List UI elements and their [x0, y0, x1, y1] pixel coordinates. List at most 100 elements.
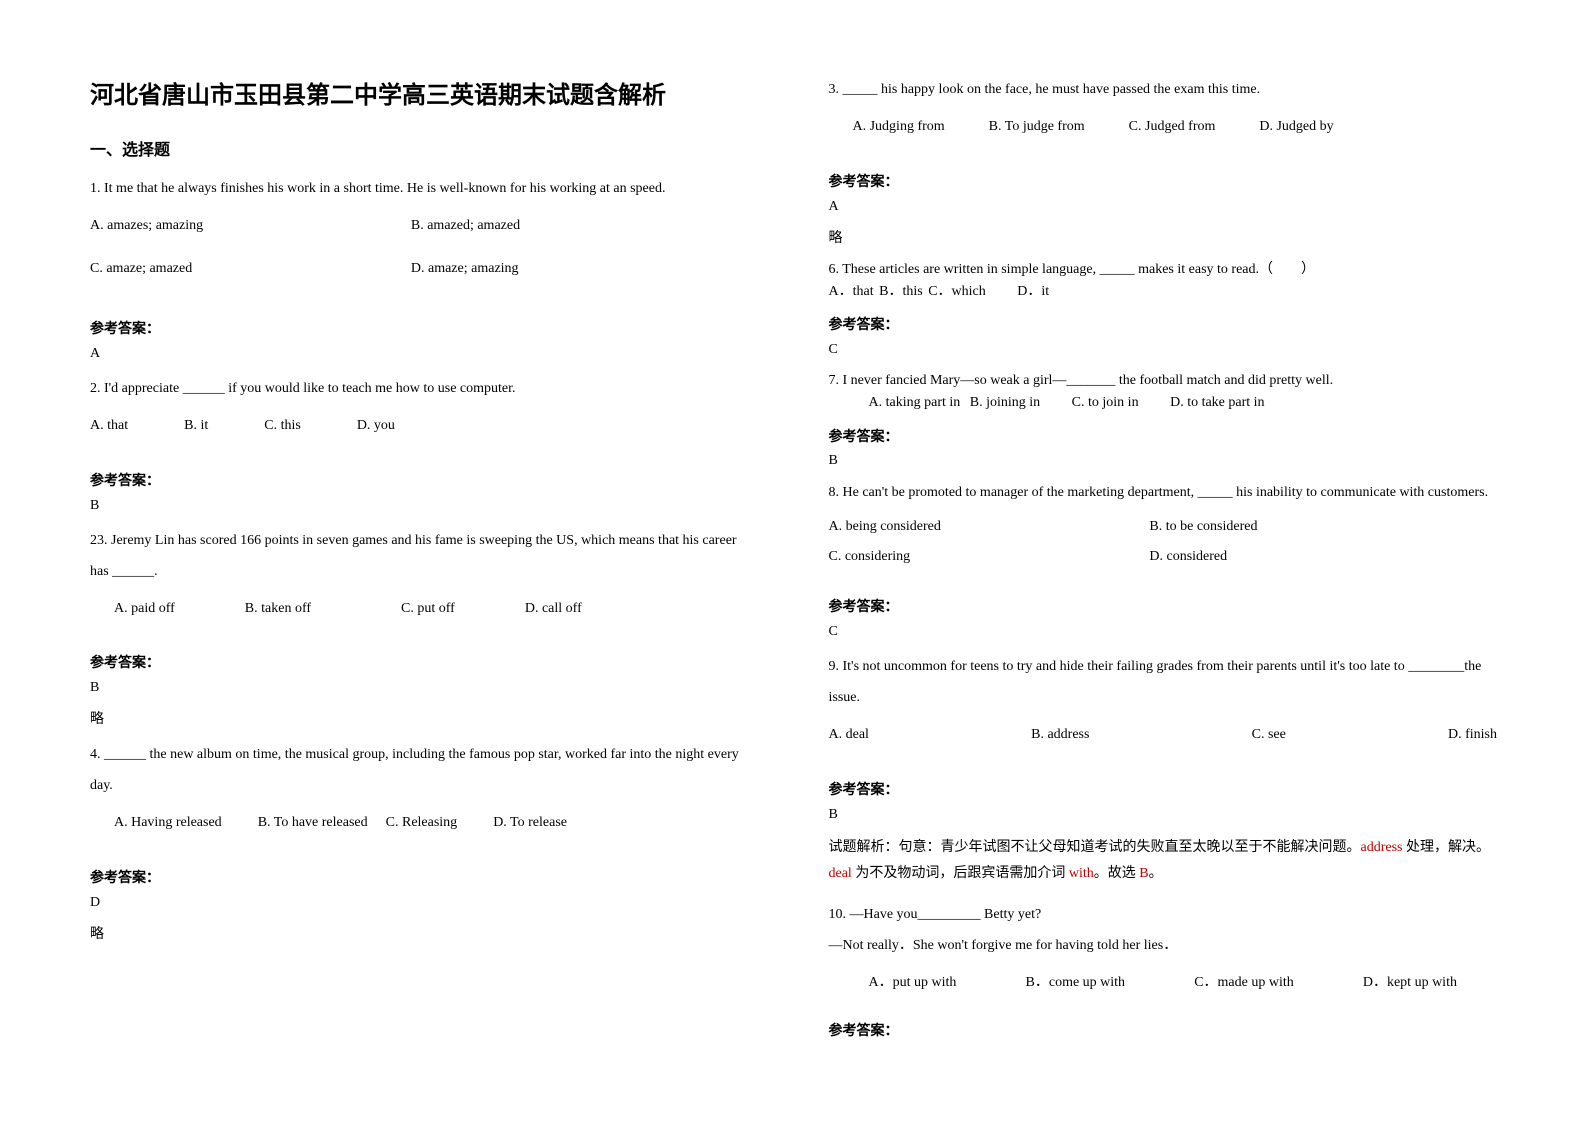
option-c: C．made up with	[1194, 968, 1294, 999]
answer-label: 参考答案：	[829, 596, 1498, 616]
option-a: A. taking part in	[869, 395, 961, 410]
answer-value: B	[90, 680, 759, 696]
answer-omit: 略	[90, 708, 759, 728]
options-row: A. being considered B. to be considered …	[829, 515, 1498, 575]
page-title: 河北省唐山市玉田县第二中学高三英语期末试题含解析	[90, 75, 759, 110]
option-d: D. you	[357, 411, 395, 442]
option-a: A. Judging from	[853, 112, 945, 143]
option-b: B. To judge from	[989, 112, 1085, 143]
option-b: B．come up with	[1026, 968, 1126, 999]
section-header: 一、选择题	[90, 136, 759, 160]
answer-value: B	[90, 498, 759, 514]
options-row: A. Having released B. To have released C…	[90, 808, 759, 839]
right-column: 3. _____ his happy look on the face, he …	[829, 75, 1498, 1047]
options-row: A．that B．this C．which D．it	[829, 281, 1498, 303]
option-d: D. amaze; amazing	[411, 254, 732, 285]
question-7: 7. I never fancied Mary—so weak a girl—_…	[829, 370, 1498, 415]
option-b: B. taken off	[245, 594, 311, 625]
question-text: 8. He can't be promoted to manager of th…	[829, 481, 1498, 505]
question-2: 2. I'd appreciate ______ if you would li…	[90, 374, 759, 448]
option-d: D．it	[1017, 284, 1049, 299]
options-row: C. amaze; amazed D. amaze; amazing	[90, 254, 759, 291]
answer-value: A	[829, 199, 1498, 215]
answer-label: 参考答案：	[829, 1020, 1498, 1040]
option-a: A. amazes; amazing	[90, 211, 411, 242]
answer-label: 参考答案：	[829, 427, 1498, 449]
option-d: D. finish	[1448, 720, 1497, 751]
question-text: 23. Jeremy Lin has scored 166 points in …	[90, 526, 759, 588]
answer-label: 参考答案：	[829, 315, 1498, 337]
question-5: 3. _____ his happy look on the face, he …	[829, 75, 1498, 149]
option-b: B. address	[1031, 720, 1089, 751]
options-row: A．put up with B．come up with C．made up w…	[829, 968, 1458, 999]
option-c: C. Releasing	[386, 808, 458, 839]
question-text: 4. ______ the new album on time, the mus…	[90, 740, 759, 802]
option-a: A. Having released	[114, 808, 222, 839]
question-10: 10. —Have you_________ Betty yet? —Not r…	[829, 900, 1498, 1004]
explain-text: 。	[1149, 866, 1163, 881]
explain-red: address	[1361, 840, 1403, 855]
answer-omit: 略	[90, 923, 759, 943]
answer-explain: 试题解析：句意：青少年试图不让父母知道考试的失败直至太晚以至于不能解决问题。ad…	[829, 835, 1498, 888]
explain-text: 。故选	[1094, 866, 1140, 881]
answer-label: 参考答案：	[90, 470, 759, 490]
answer-label: 参考答案：	[90, 318, 759, 338]
answer-value: C	[829, 342, 1498, 358]
option-b: B. to be considered	[1149, 515, 1470, 539]
option-d: D. To release	[493, 808, 567, 839]
explain-red: deal	[829, 866, 852, 881]
option-b: B. joining in	[970, 395, 1040, 410]
option-b: B．this	[879, 284, 923, 299]
explain-red: B	[1139, 866, 1148, 881]
option-c: C. amaze; amazed	[90, 254, 411, 285]
option-c: C. considering	[829, 545, 1150, 569]
answer-value: D	[90, 895, 759, 911]
question-text: 9. It's not uncommon for teens to try an…	[829, 652, 1498, 714]
answer-label: 参考答案：	[829, 171, 1498, 191]
question-text: —Not really．She won't forgive me for hav…	[829, 931, 1498, 962]
explain-red: with	[1065, 866, 1093, 881]
question-text: 3. _____ his happy look on the face, he …	[829, 75, 1498, 106]
option-a: A. being considered	[829, 515, 1150, 539]
options-row: A. amazes; amazing B. amazed; amazed	[90, 211, 759, 248]
option-a: A. deal	[829, 720, 869, 751]
option-d: D．kept up with	[1363, 968, 1457, 999]
answer-value: C	[829, 624, 1498, 640]
option-c: C. see	[1252, 720, 1286, 751]
answer-omit: 略	[829, 227, 1498, 247]
option-c: C．which	[928, 284, 986, 299]
option-b: B. amazed; amazed	[411, 211, 732, 242]
option-c: C. Judged from	[1129, 112, 1216, 143]
option-d: D. call off	[525, 594, 582, 625]
left-column: 河北省唐山市玉田县第二中学高三英语期末试题含解析 一、选择题 1. It me …	[90, 75, 759, 1047]
question-1: 1. It me that he always finishes his wor…	[90, 174, 759, 296]
option-d: D. Judged by	[1259, 112, 1333, 143]
option-a: A．put up with	[869, 968, 957, 999]
option-a: A. paid off	[114, 594, 175, 625]
answer-label: 参考答案：	[90, 652, 759, 672]
question-text: 7. I never fancied Mary—so weak a girl—_…	[829, 370, 1498, 392]
options-row: A. deal B. address C. see D. finish	[829, 720, 1498, 751]
options-row: A. taking part in B. joining in C. to jo…	[829, 392, 1498, 414]
option-a: A．that	[829, 284, 874, 299]
question-8: 8. He can't be promoted to manager of th…	[829, 481, 1498, 580]
option-d: D. to take part in	[1170, 395, 1264, 410]
option-a: A. that	[90, 411, 128, 442]
answer-value: A	[90, 346, 759, 362]
option-d: D. considered	[1149, 545, 1470, 569]
options-row: A. Judging from B. To judge from C. Judg…	[829, 112, 1498, 143]
explain-text: 为不及物动词，后跟宾语需加介词	[852, 866, 1066, 881]
answer-label: 参考答案：	[90, 867, 759, 887]
question-4: 4. ______ the new album on time, the mus…	[90, 740, 759, 844]
question-text: 1. It me that he always finishes his wor…	[90, 174, 759, 205]
answer-value: B	[829, 807, 1498, 823]
question-text: 6. These articles are written in simple …	[829, 259, 1498, 281]
question-6: 6. These articles are written in simple …	[829, 259, 1498, 304]
options-row: A. that B. it C. this D. you	[90, 411, 759, 442]
question-text: 10. —Have you_________ Betty yet?	[829, 900, 1498, 931]
option-b: B. it	[184, 411, 208, 442]
options-row: A. paid off B. taken off C. put off D. c…	[90, 594, 759, 625]
option-c: C. this	[264, 411, 301, 442]
option-c: C. to join in	[1072, 395, 1139, 410]
explain-text: 处理，解决。	[1403, 840, 1491, 855]
